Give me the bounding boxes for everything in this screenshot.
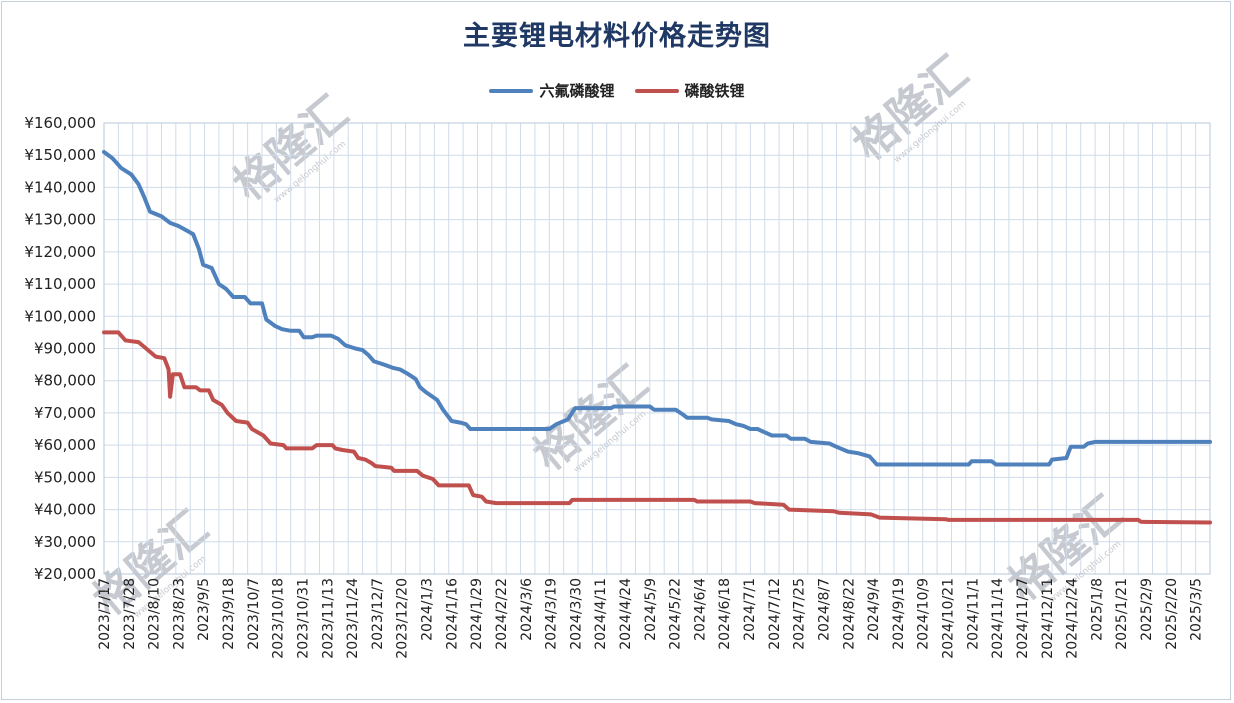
- x-tick-label: 2024/12/24: [1065, 578, 1081, 659]
- x-tick-label: 2024/8/22: [841, 578, 857, 650]
- x-tick-label: 2023/10/31: [295, 578, 311, 659]
- x-tick-label: 2025/1/8: [1089, 578, 1105, 641]
- x-tick-label: 2024/6/18: [717, 578, 733, 650]
- x-tick-label: 2024/1/29: [469, 578, 485, 650]
- x-tick-label: 2023/8/10: [147, 578, 163, 650]
- x-tick-label: 2024/11/1: [965, 578, 981, 650]
- x-tick-label: 2024/6/4: [692, 578, 708, 641]
- legend-label-series-2: 磷酸铁锂: [684, 82, 745, 100]
- y-tick-label: ¥20,000: [34, 565, 96, 583]
- legend-label-series-1: 六氟磷酸锂: [539, 82, 615, 100]
- y-tick-label: ¥130,000: [24, 211, 96, 229]
- x-tick-label: 2023/11/24: [345, 578, 361, 659]
- x-tick-label: 2023/8/23: [171, 578, 187, 650]
- x-tick-label: 2023/12/20: [395, 578, 411, 659]
- chart-title: 主要锂电材料价格走势图: [463, 21, 771, 52]
- y-tick-label: ¥70,000: [34, 404, 96, 422]
- x-tick-label: 2024/11/27: [1015, 578, 1031, 659]
- x-tick-label: 2024/1/16: [444, 578, 460, 650]
- x-tick-label: 2024/7/12: [767, 578, 783, 650]
- x-tick-label: 2024/8/7: [816, 578, 832, 641]
- x-tick-label: 2023/10/18: [271, 578, 287, 659]
- x-tick-label: 2024/12/11: [1040, 578, 1056, 659]
- x-tick-label: 2024/4/24: [618, 578, 634, 650]
- legend-swatch-series-2: [634, 88, 679, 93]
- y-tick-label: ¥80,000: [34, 372, 96, 390]
- legend-item-series-2: 磷酸铁锂: [634, 80, 745, 101]
- x-tick-label: 2023/9/5: [196, 578, 212, 641]
- y-tick-label: ¥160,000: [24, 114, 96, 132]
- x-tick-label: 2024/10/21: [941, 578, 957, 659]
- y-tick-label: ¥60,000: [34, 436, 96, 454]
- series-line-1: [102, 150, 1212, 467]
- x-tick-label: 2023/7/17: [97, 578, 113, 650]
- x-tick-label: 2024/10/9: [916, 578, 932, 650]
- y-tick-label: ¥100,000: [24, 307, 96, 325]
- y-tick-label: ¥30,000: [34, 533, 96, 551]
- y-tick-label: ¥90,000: [34, 340, 96, 358]
- x-tick-label: 2023/11/13: [320, 578, 336, 659]
- x-tick-label: 2024/7/25: [792, 578, 808, 650]
- x-tick-label: 2023/7/28: [122, 578, 138, 650]
- x-tick-label: 2025/2/20: [1164, 578, 1180, 650]
- x-tick-label: 2025/1/21: [1114, 578, 1130, 650]
- x-tick-label: 2025/2/9: [1139, 578, 1155, 641]
- x-tick-label: 2024/9/4: [866, 578, 882, 641]
- x-tick-label: 2024/5/22: [668, 578, 684, 650]
- x-tick-label: 2024/3/6: [519, 578, 535, 641]
- y-tick-label: ¥140,000: [24, 178, 96, 196]
- chart-legend: 六氟磷酸锂 磷酸铁锂: [0, 80, 1234, 101]
- x-tick-label: 2024/7/1: [742, 578, 758, 641]
- x-tick-label: 2024/2/22: [494, 578, 510, 650]
- y-tick-label: ¥50,000: [34, 468, 96, 486]
- x-tick-label: 2024/4/11: [593, 578, 609, 650]
- y-tick-label: ¥40,000: [34, 501, 96, 519]
- y-tick-label: ¥110,000: [24, 275, 96, 293]
- x-tick-label: 2023/10/7: [246, 578, 262, 650]
- y-tick-label: ¥120,000: [24, 243, 96, 261]
- x-tick-label: 2024/3/19: [544, 578, 560, 650]
- legend-swatch-series-1: [489, 88, 534, 93]
- x-tick-label: 2024/5/9: [643, 578, 659, 641]
- series-line-2: [102, 330, 1212, 525]
- legend-item-series-1: 六氟磷酸锂: [489, 80, 615, 101]
- x-tick-label: 2024/1/3: [420, 578, 436, 641]
- x-tick-label: 2024/11/14: [990, 578, 1006, 659]
- y-tick-label: ¥150,000: [24, 146, 96, 164]
- x-tick-label: 2023/12/7: [370, 578, 386, 650]
- x-tick-label: 2024/9/19: [891, 578, 907, 650]
- x-tick-label: 2023/9/18: [221, 578, 237, 650]
- x-tick-label: 2025/3/5: [1189, 578, 1205, 641]
- x-tick-label: 2024/3/30: [568, 578, 584, 650]
- plot-area: [103, 122, 1211, 575]
